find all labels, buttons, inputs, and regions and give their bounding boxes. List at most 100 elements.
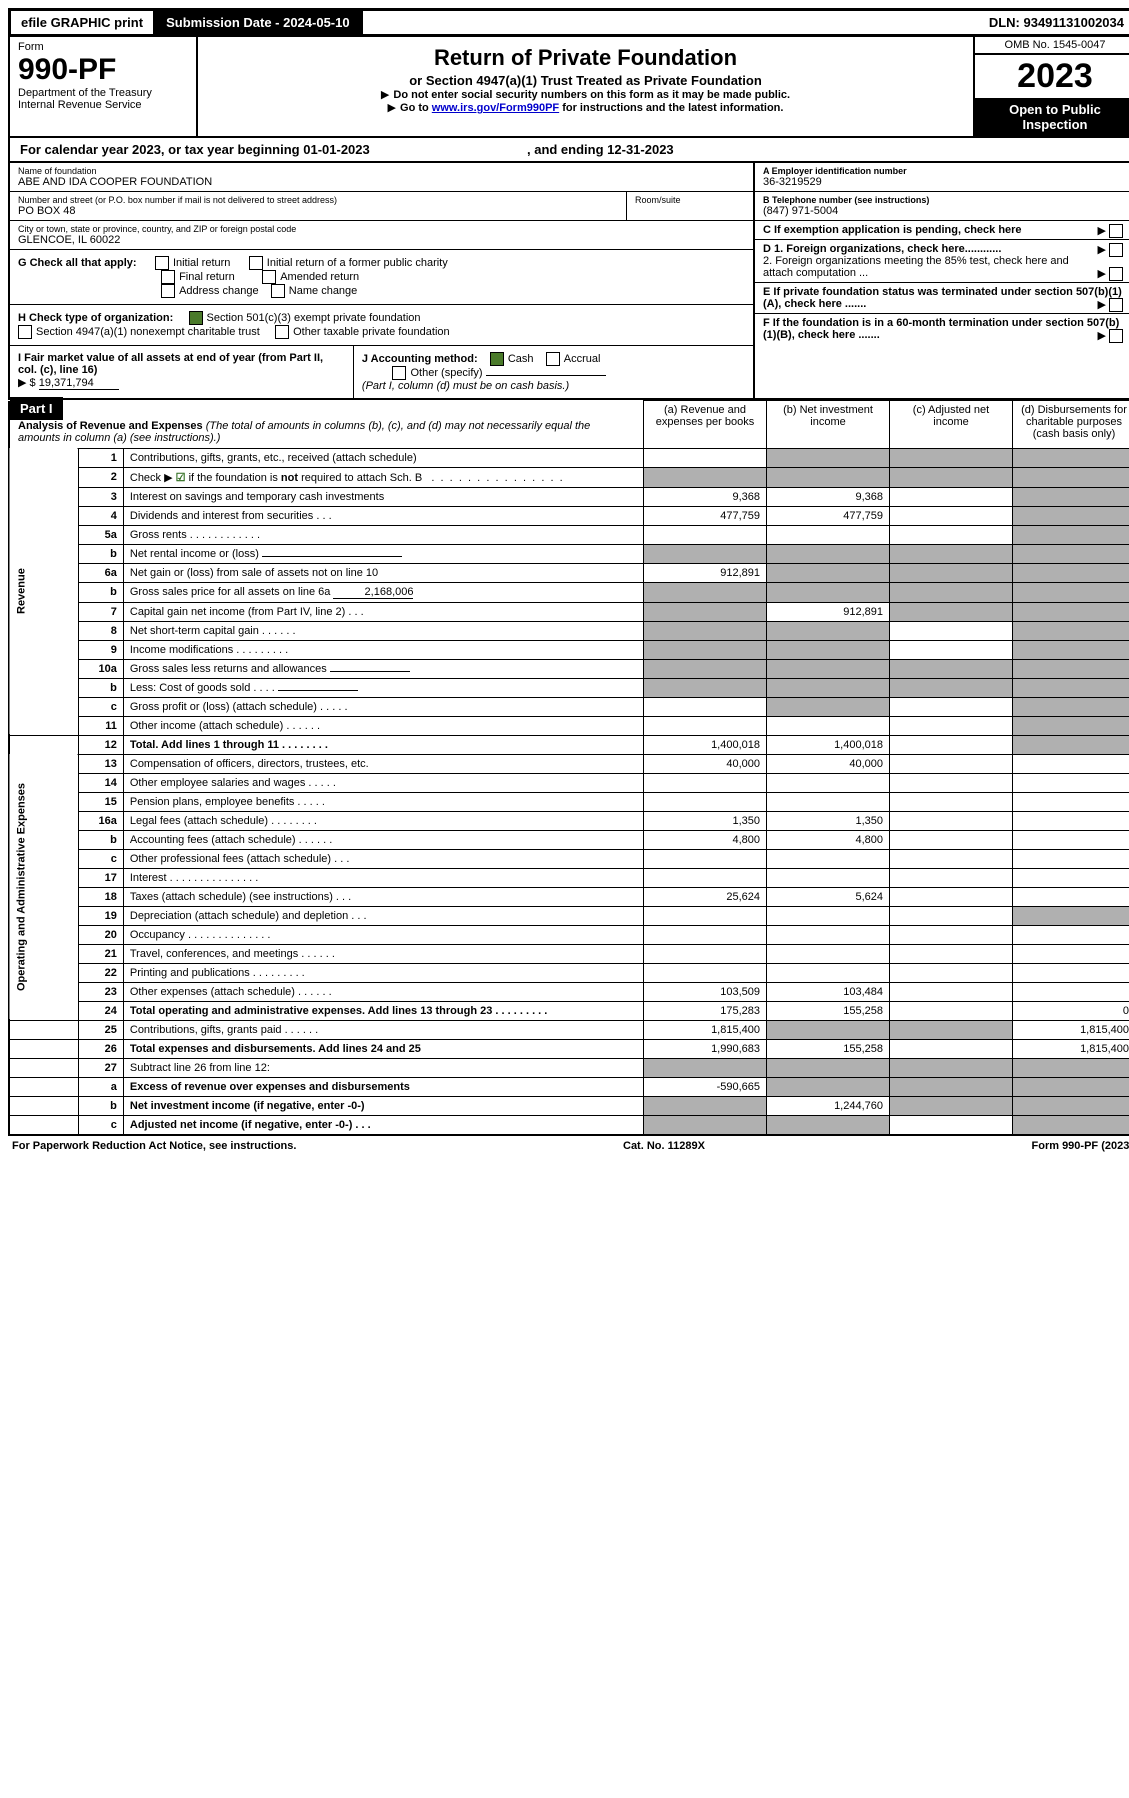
r19-desc: Depreciation (attach schedule) and deple… bbox=[123, 906, 643, 925]
entity-left: Name of foundation ABE AND IDA COOPER FO… bbox=[10, 163, 753, 398]
addr-label: Number and street (or P.O. box number if… bbox=[18, 195, 618, 205]
final-return-checkbox[interactable] bbox=[161, 270, 175, 284]
row-27b: bNet investment income (if negative, ent… bbox=[9, 1096, 1129, 1115]
r27b-spacer bbox=[9, 1096, 78, 1115]
revenue-section-label: Revenue bbox=[9, 448, 78, 735]
r5b-a bbox=[644, 544, 767, 563]
r10a-b bbox=[767, 659, 890, 678]
r13-a: 40,000 bbox=[644, 754, 767, 773]
r12-d bbox=[1013, 735, 1129, 754]
initial-return-former-checkbox[interactable] bbox=[249, 256, 263, 270]
r26-desc: Total expenses and disbursements. Add li… bbox=[123, 1039, 643, 1058]
accrual-checkbox[interactable] bbox=[546, 352, 560, 366]
r16a-d bbox=[1013, 811, 1129, 830]
r23-num: 23 bbox=[78, 982, 123, 1001]
other-method-checkbox[interactable] bbox=[392, 366, 406, 380]
4947a1-checkbox[interactable] bbox=[18, 325, 32, 339]
instr-2-pre: Go to bbox=[400, 102, 432, 114]
r4-num: 4 bbox=[78, 506, 123, 525]
r27b-b: 1,244,760 bbox=[767, 1096, 890, 1115]
d2-checkbox[interactable] bbox=[1109, 267, 1123, 281]
r15-desc: Pension plans, employee benefits . . . .… bbox=[123, 792, 643, 811]
r27-d bbox=[1013, 1058, 1129, 1077]
r15-a bbox=[644, 792, 767, 811]
fmv-value: 19,371,794 bbox=[39, 377, 119, 390]
r16b-a: 4,800 bbox=[644, 830, 767, 849]
row-16b: bAccounting fees (attach schedule) . . .… bbox=[9, 830, 1129, 849]
r21-c bbox=[890, 944, 1013, 963]
r2-d bbox=[1013, 467, 1129, 487]
r10b-d bbox=[1013, 678, 1129, 697]
entity-info-block: Name of foundation ABE AND IDA COOPER FO… bbox=[8, 163, 1129, 400]
r19-c bbox=[890, 906, 1013, 925]
row-6a: 6aNet gain or (loss) from sale of assets… bbox=[9, 563, 1129, 582]
r5b-b bbox=[767, 544, 890, 563]
h-opt-3: Other taxable private foundation bbox=[293, 326, 450, 338]
r16a-b: 1,350 bbox=[767, 811, 890, 830]
efile-label[interactable]: efile GRAPHIC print bbox=[11, 11, 156, 34]
col-c-head: (c) Adjusted net income bbox=[890, 401, 1013, 449]
e-cell: E If private foundation status was termi… bbox=[755, 283, 1129, 314]
r23-desc: Other expenses (attach schedule) . . . .… bbox=[123, 982, 643, 1001]
tel-label: B Telephone number (see instructions) bbox=[763, 195, 1127, 205]
r11-d bbox=[1013, 716, 1129, 735]
501c3-checkbox[interactable] bbox=[189, 311, 203, 325]
r27c-spacer bbox=[9, 1115, 78, 1135]
form-title: Return of Private Foundation bbox=[204, 45, 967, 71]
r10b-text: Less: Cost of goods sold . . . . bbox=[130, 682, 275, 694]
r10c-b bbox=[767, 697, 890, 716]
r3-b: 9,368 bbox=[767, 487, 890, 506]
foundation-name-cell: Name of foundation ABE AND IDA COOPER FO… bbox=[10, 163, 753, 192]
r3-num: 3 bbox=[78, 487, 123, 506]
r6b-a bbox=[644, 582, 767, 602]
r27a-d bbox=[1013, 1077, 1129, 1096]
cal-mid: , and ending bbox=[527, 142, 607, 157]
calendar-year-row: For calendar year 2023, or tax year begi… bbox=[8, 138, 1129, 163]
r27c-desc: Adjusted net income (if negative, enter … bbox=[123, 1115, 643, 1135]
name-change-checkbox[interactable] bbox=[271, 284, 285, 298]
row-5b: bNet rental income or (loss) bbox=[9, 544, 1129, 563]
r14-num: 14 bbox=[78, 773, 123, 792]
r12-num: 12 bbox=[78, 735, 123, 754]
f-checkbox[interactable] bbox=[1109, 329, 1123, 343]
row-10c: cGross profit or (loss) (attach schedule… bbox=[9, 697, 1129, 716]
other-specify-line bbox=[486, 375, 606, 376]
row-14: 14Other employee salaries and wages . . … bbox=[9, 773, 1129, 792]
instr-1: Do not enter social security numbers on … bbox=[204, 88, 967, 101]
other-taxable-checkbox[interactable] bbox=[275, 325, 289, 339]
room-label: Room/suite bbox=[635, 195, 745, 205]
r13-b: 40,000 bbox=[767, 754, 890, 773]
form990pf-link[interactable]: www.irs.gov/Form990PF bbox=[432, 102, 559, 114]
r12-b: 1,400,018 bbox=[767, 735, 890, 754]
r20-b bbox=[767, 925, 890, 944]
r5b-c bbox=[890, 544, 1013, 563]
instr-2: Go to www.irs.gov/Form990PF for instruct… bbox=[204, 101, 967, 114]
r1-d bbox=[1013, 448, 1129, 467]
r14-b bbox=[767, 773, 890, 792]
cal-end: 12-31-2023 bbox=[607, 142, 674, 157]
r5a-d bbox=[1013, 525, 1129, 544]
r7-c bbox=[890, 602, 1013, 621]
initial-return-checkbox[interactable] bbox=[155, 256, 169, 270]
r5b-line bbox=[262, 556, 402, 557]
d1-checkbox[interactable] bbox=[1109, 243, 1123, 257]
r14-d bbox=[1013, 773, 1129, 792]
r27a-desc: Excess of revenue over expenses and disb… bbox=[123, 1077, 643, 1096]
c-checkbox[interactable] bbox=[1109, 224, 1123, 238]
r16a-num: 16a bbox=[78, 811, 123, 830]
r4-d bbox=[1013, 506, 1129, 525]
dln-label: DLN: 93491131002034 bbox=[979, 11, 1129, 34]
r10a-line bbox=[330, 671, 410, 672]
r16b-desc: Accounting fees (attach schedule) . . . … bbox=[123, 830, 643, 849]
dept-treasury: Department of the Treasury bbox=[18, 87, 188, 99]
cash-checkbox[interactable] bbox=[490, 352, 504, 366]
r10a-a bbox=[644, 659, 767, 678]
row-9: 9Income modifications . . . . . . . . . bbox=[9, 640, 1129, 659]
r21-a bbox=[644, 944, 767, 963]
e-checkbox[interactable] bbox=[1109, 298, 1123, 312]
r11-num: 11 bbox=[78, 716, 123, 735]
r24-d: 0 bbox=[1013, 1001, 1129, 1020]
address-change-checkbox[interactable] bbox=[161, 284, 175, 298]
amended-return-checkbox[interactable] bbox=[262, 270, 276, 284]
irs-label: Internal Revenue Service bbox=[18, 99, 188, 111]
